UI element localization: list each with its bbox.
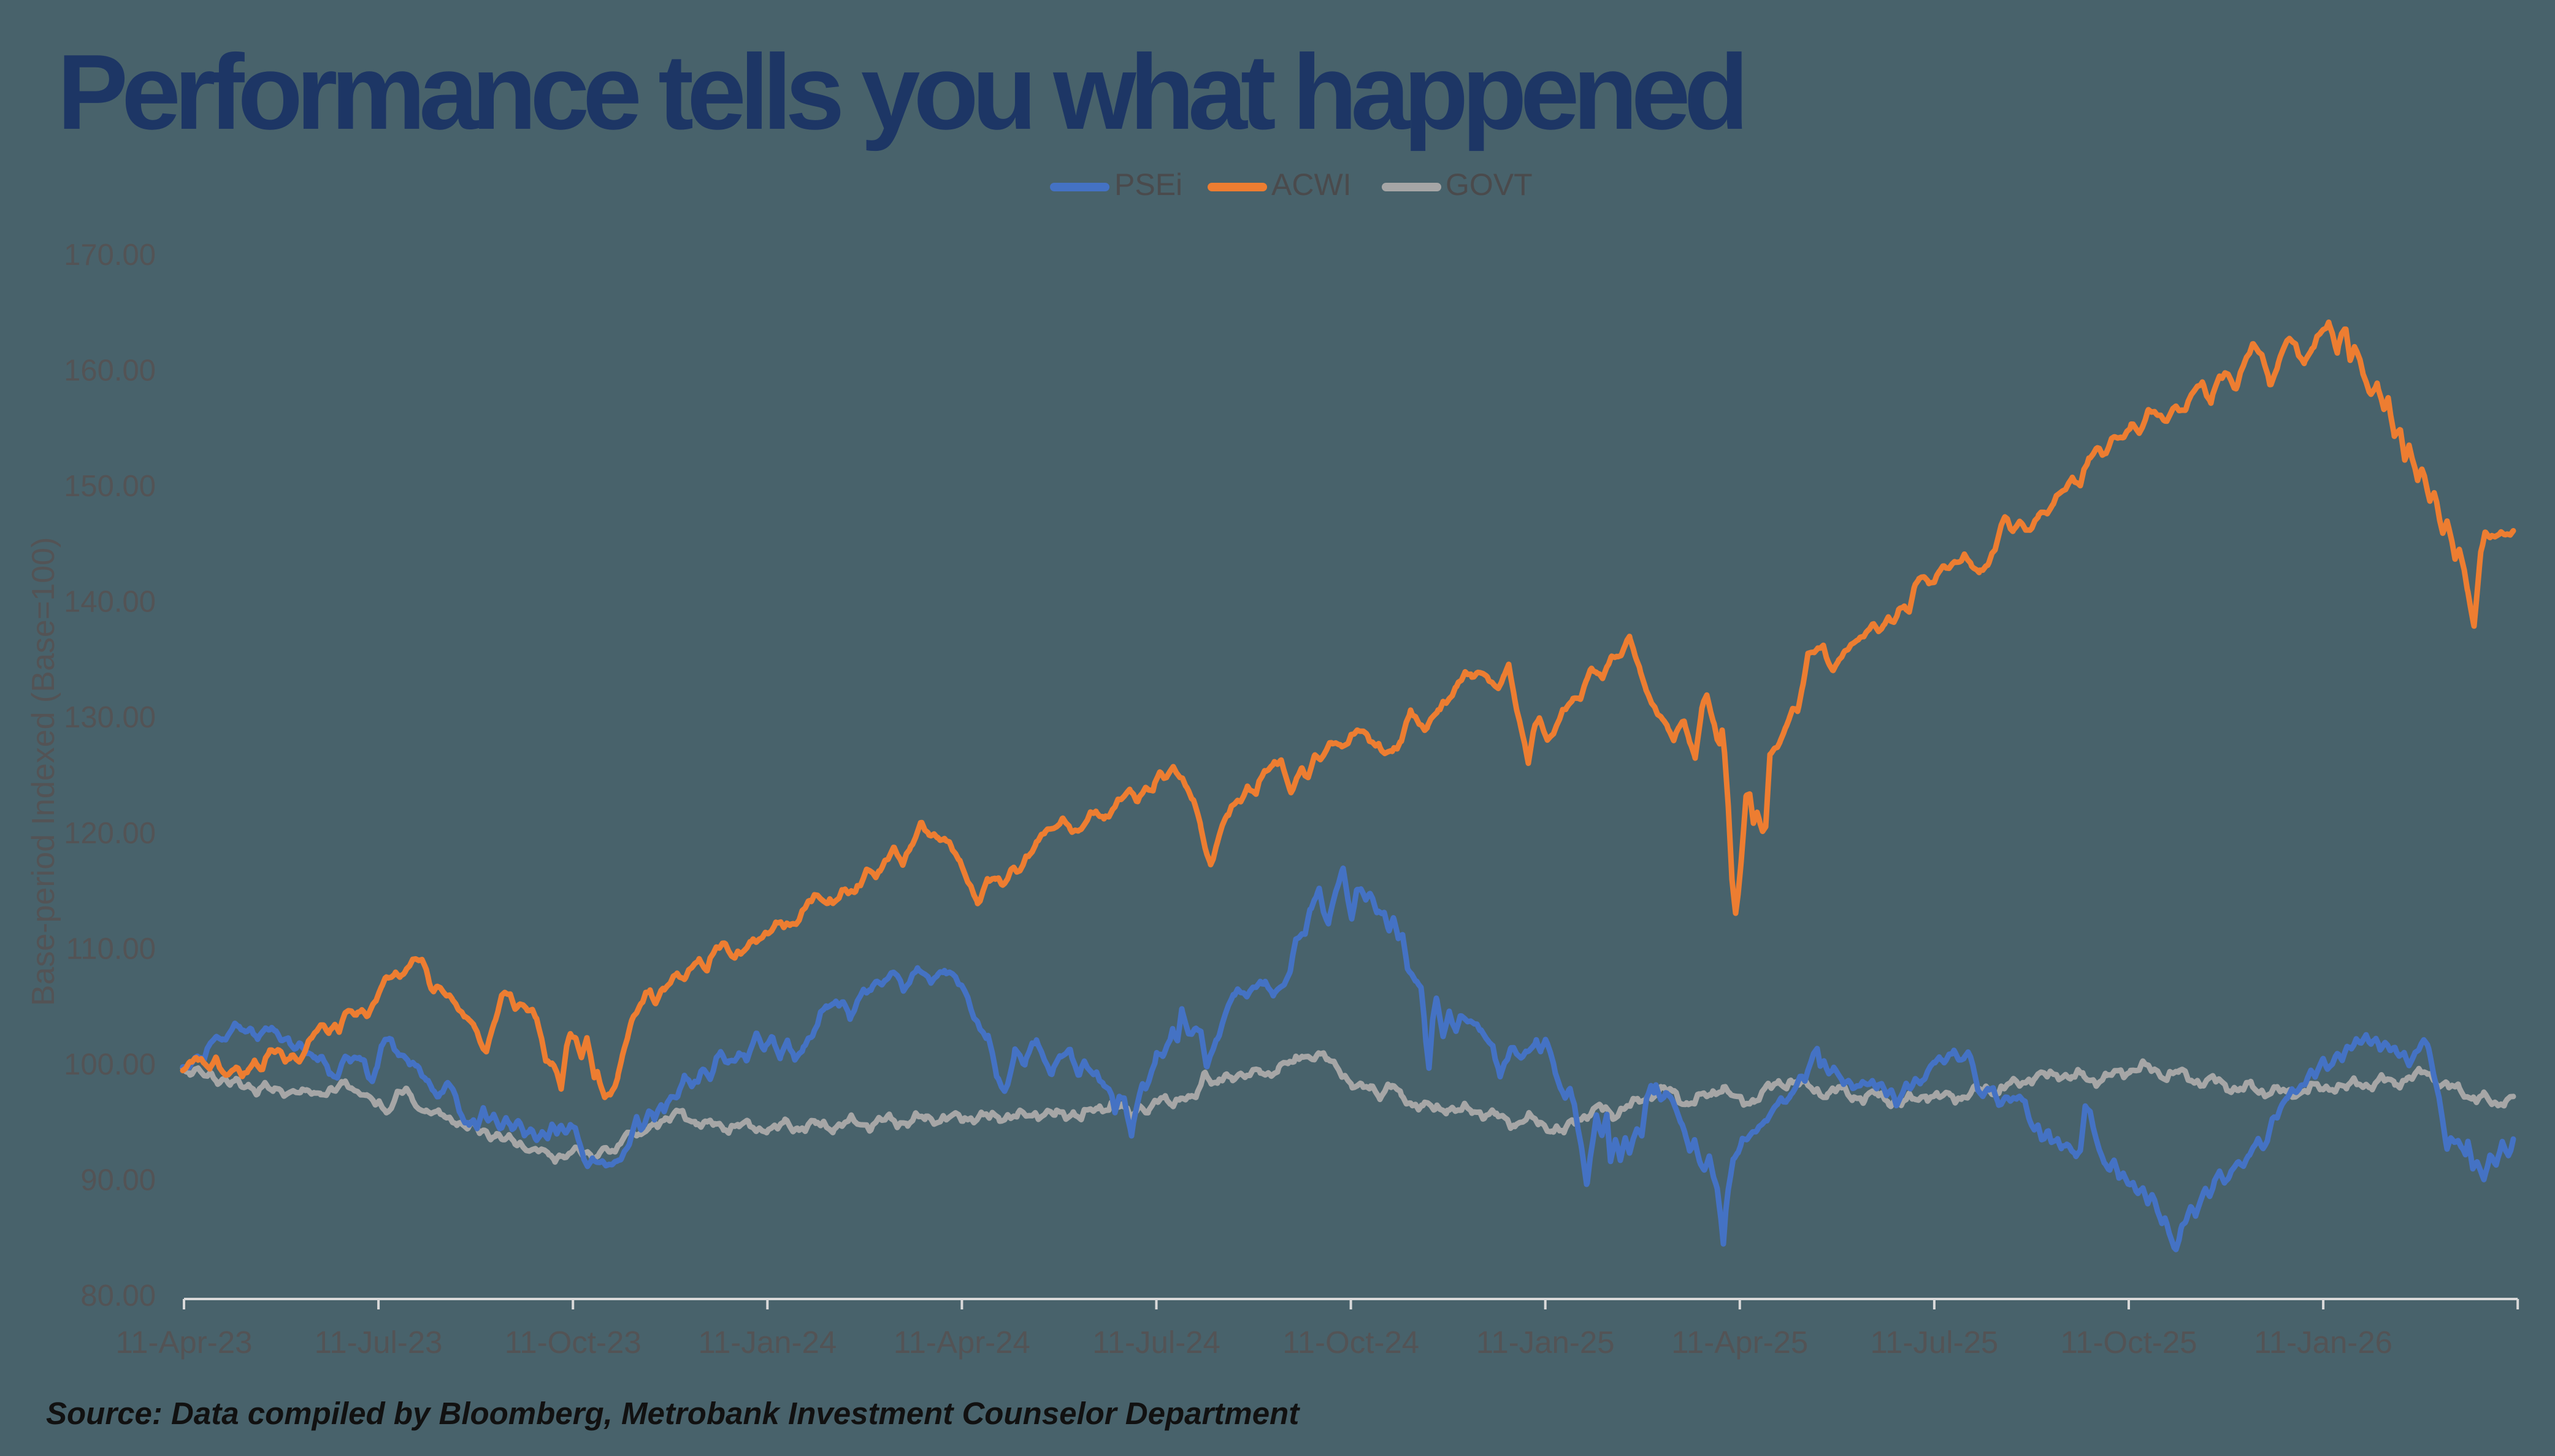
svg-text:11-Oct-23: 11-Oct-23	[505, 1325, 642, 1360]
svg-text:GOVT: GOVT	[1446, 167, 1533, 202]
svg-text:90.00: 90.00	[80, 1164, 156, 1197]
svg-text:120.00: 120.00	[64, 817, 156, 850]
svg-text:11-Apr-25: 11-Apr-25	[1671, 1325, 1808, 1360]
svg-text:ACWI: ACWI	[1271, 167, 1352, 202]
svg-text:150.00: 150.00	[64, 470, 156, 503]
svg-text:11-Apr-24: 11-Apr-24	[894, 1325, 1030, 1360]
svg-text:PSEi: PSEi	[1114, 167, 1182, 202]
svg-text:Base-period Indexed (Base=100): Base-period Indexed (Base=100)	[26, 537, 61, 1006]
svg-text:11-Oct-25: 11-Oct-25	[2061, 1325, 2197, 1360]
svg-text:11-Jul-23: 11-Jul-23	[315, 1325, 443, 1360]
svg-text:11-Apr-23: 11-Apr-23	[115, 1325, 252, 1360]
svg-text:160.00: 160.00	[64, 354, 156, 388]
svg-text:Source: Data compiled by Bloom: Source: Data compiled by Bloomberg, Metr…	[46, 1396, 1300, 1431]
svg-text:11-Jul-25: 11-Jul-25	[1870, 1325, 1998, 1360]
svg-text:170.00: 170.00	[64, 239, 156, 272]
svg-text:130.00: 130.00	[64, 701, 156, 734]
svg-text:11-Jan-26: 11-Jan-26	[2254, 1325, 2392, 1360]
svg-text:11-Jan-24: 11-Jan-24	[698, 1325, 837, 1360]
svg-text:11-Jan-25: 11-Jan-25	[1476, 1325, 1615, 1360]
svg-text:140.00: 140.00	[64, 586, 156, 619]
svg-text:110.00: 110.00	[66, 932, 156, 965]
svg-text:Performance tells you what hap: Performance tells you what happened	[57, 32, 1742, 151]
svg-text:80.00: 80.00	[80, 1279, 156, 1312]
svg-text:11-Jul-24: 11-Jul-24	[1092, 1325, 1220, 1360]
svg-text:11-Oct-24: 11-Oct-24	[1282, 1325, 1419, 1360]
svg-text:100.00: 100.00	[64, 1048, 156, 1081]
